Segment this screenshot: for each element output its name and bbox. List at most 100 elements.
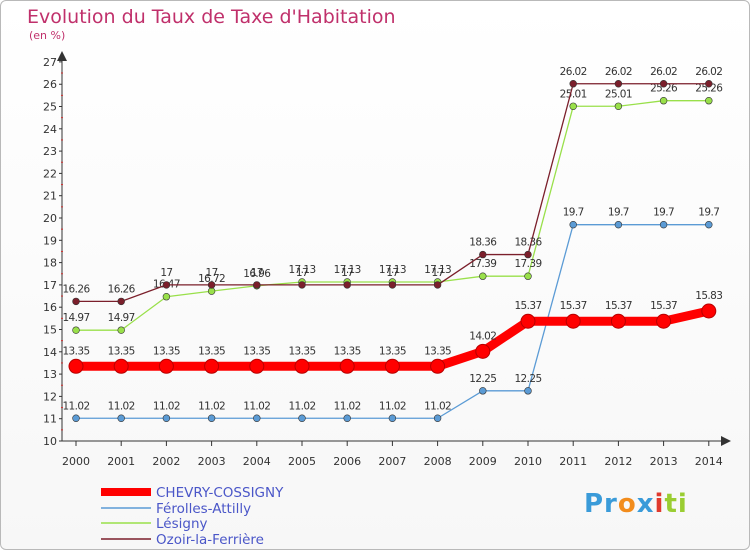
logo-letter: x (636, 489, 655, 519)
logo-letter: i (654, 489, 665, 519)
data-label: 16.26 (108, 283, 136, 295)
data-point (701, 303, 717, 319)
x-tick-label: 2004 (243, 455, 271, 468)
y-tick-label: 13 (43, 368, 57, 381)
y-tick-label: 18 (43, 257, 57, 270)
data-label: 15.37 (560, 300, 587, 312)
data-point (520, 313, 536, 329)
x-tick-label: 2006 (333, 455, 361, 468)
data-point (117, 326, 125, 334)
data-label: 18.36 (469, 237, 497, 249)
data-label: 18.36 (514, 237, 542, 249)
chart-subtitle: (en %) (29, 29, 66, 42)
y-tick-label: 21 (43, 190, 57, 203)
data-point (207, 281, 216, 289)
y-tick-label: 23 (43, 145, 57, 158)
data-point (343, 414, 351, 422)
data-label: 11.02 (243, 400, 270, 412)
data-label: 16.96 (243, 268, 271, 280)
data-label: 13.35 (379, 345, 406, 357)
y-tick-label: 17 (43, 279, 57, 292)
data-point (294, 358, 310, 374)
y-tick-label: 24 (43, 123, 57, 136)
data-point (705, 80, 713, 88)
data-label: 25.01 (605, 88, 632, 100)
data-label: 12.25 (514, 373, 541, 385)
data-label: 15.83 (695, 290, 722, 302)
data-point (569, 102, 577, 110)
data-point (388, 414, 397, 422)
data-point (569, 220, 577, 229)
data-label: 13.35 (334, 345, 361, 357)
data-point (117, 414, 125, 422)
data-point (117, 297, 125, 306)
data-label: 13.35 (62, 345, 89, 357)
data-point (705, 97, 713, 105)
data-label: 15.37 (605, 300, 632, 312)
legend-label: Ozoir-la-Ferrière (156, 532, 264, 548)
data-point (204, 358, 220, 374)
y-tick-label: 20 (43, 212, 57, 225)
data-point (384, 358, 400, 374)
data-label: 11.02 (334, 400, 361, 412)
legend-label: Lésigny (156, 516, 208, 532)
data-point (614, 102, 623, 110)
data-label: 17 (206, 267, 218, 279)
data-label: 25.26 (695, 83, 723, 95)
data-point (388, 281, 397, 289)
data-label: 19.7 (653, 207, 674, 219)
data-point (659, 80, 668, 88)
y-tick-label: 11 (43, 413, 57, 426)
data-label: 17.13 (334, 264, 361, 276)
data-point (162, 281, 171, 289)
y-tick-label: 12 (43, 390, 57, 403)
data-point (207, 414, 216, 422)
data-point (433, 281, 442, 289)
y-tick-label: 10 (43, 435, 57, 448)
data-label: 26.02 (605, 66, 632, 78)
data-point (72, 297, 80, 306)
data-point (524, 250, 532, 259)
data-point (343, 281, 351, 289)
data-label: 17.13 (288, 264, 315, 276)
data-point (298, 414, 306, 422)
x-axis-arrow (721, 436, 731, 446)
x-tick-label: 2005 (288, 455, 316, 468)
legend-label: Férolles-Attilly (156, 501, 251, 517)
data-label: 15.37 (514, 300, 541, 312)
data-point (430, 358, 446, 374)
data-point (207, 287, 216, 295)
data-label: 13.35 (288, 345, 315, 357)
x-tick-label: 2011 (559, 455, 587, 468)
data-label: 26.02 (560, 66, 587, 78)
data-label: 13.35 (153, 345, 180, 357)
data-label: 11.02 (153, 400, 180, 412)
data-point (433, 414, 442, 422)
logo-letter: ti (664, 489, 688, 519)
data-point (565, 313, 581, 329)
data-point (162, 414, 171, 422)
data-point (524, 387, 532, 395)
data-label: 26.02 (650, 66, 677, 78)
data-label: 19.7 (608, 207, 629, 219)
y-tick-label: 16 (43, 301, 57, 314)
x-tick-label: 2001 (107, 455, 135, 468)
legend-label: CHEVRY-COSSIGNY (156, 485, 284, 501)
y-tick-label: 25 (43, 101, 57, 114)
data-point (479, 250, 487, 259)
data-point (68, 358, 84, 374)
x-tick-label: 2003 (198, 455, 226, 468)
data-label: 17.39 (514, 258, 541, 270)
data-label: 19.7 (563, 207, 584, 219)
data-point (614, 220, 623, 229)
y-tick-label: 27 (43, 56, 57, 69)
x-tick-label: 2013 (650, 455, 678, 468)
data-point (614, 80, 623, 88)
data-point (249, 358, 265, 374)
data-label: 11.02 (62, 400, 89, 412)
data-label: 17 (296, 267, 308, 279)
data-point (162, 293, 171, 301)
data-label: 17 (160, 267, 172, 279)
data-point (569, 80, 577, 88)
